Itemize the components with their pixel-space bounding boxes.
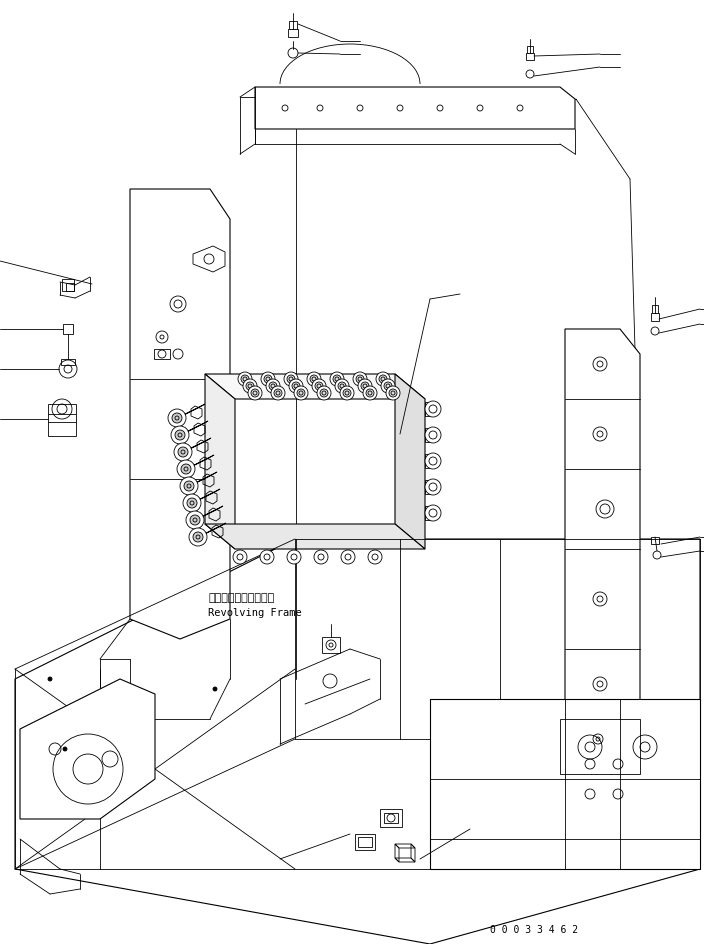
Circle shape <box>366 390 374 397</box>
Polygon shape <box>430 700 700 869</box>
Circle shape <box>248 387 262 400</box>
Circle shape <box>189 529 207 547</box>
Circle shape <box>63 748 67 751</box>
Circle shape <box>175 430 185 441</box>
Circle shape <box>174 444 192 462</box>
Circle shape <box>425 401 441 417</box>
Circle shape <box>190 515 200 526</box>
Circle shape <box>353 373 367 387</box>
Circle shape <box>178 447 188 458</box>
Circle shape <box>289 379 303 394</box>
Circle shape <box>269 382 277 391</box>
Circle shape <box>233 550 247 565</box>
Circle shape <box>287 376 295 383</box>
Polygon shape <box>130 190 230 639</box>
Circle shape <box>172 413 182 424</box>
Polygon shape <box>602 807 609 813</box>
Circle shape <box>310 376 318 383</box>
Circle shape <box>341 550 355 565</box>
Circle shape <box>243 379 257 394</box>
Polygon shape <box>565 750 640 809</box>
Circle shape <box>338 382 346 391</box>
Circle shape <box>48 677 52 682</box>
Circle shape <box>330 373 344 387</box>
Circle shape <box>333 376 341 383</box>
Circle shape <box>307 373 321 387</box>
Circle shape <box>183 495 201 513</box>
Circle shape <box>251 390 259 397</box>
Circle shape <box>246 382 254 391</box>
Circle shape <box>297 390 305 397</box>
Circle shape <box>425 453 441 469</box>
Polygon shape <box>288 30 298 38</box>
Circle shape <box>261 373 275 387</box>
Circle shape <box>356 376 364 383</box>
Text: 0 0 0 3 3 4 6 2: 0 0 0 3 3 4 6 2 <box>490 924 578 934</box>
Circle shape <box>180 478 198 496</box>
Circle shape <box>335 379 349 394</box>
Circle shape <box>389 390 397 397</box>
Circle shape <box>376 373 390 387</box>
Polygon shape <box>526 54 534 61</box>
Circle shape <box>425 505 441 521</box>
Circle shape <box>368 550 382 565</box>
Polygon shape <box>205 525 425 549</box>
Circle shape <box>213 687 217 691</box>
Circle shape <box>284 373 298 387</box>
Polygon shape <box>205 375 425 399</box>
Circle shape <box>425 428 441 444</box>
Circle shape <box>187 498 197 509</box>
Circle shape <box>274 390 282 397</box>
Circle shape <box>294 387 308 400</box>
Circle shape <box>264 376 272 383</box>
Circle shape <box>386 387 400 400</box>
Circle shape <box>315 382 323 391</box>
Circle shape <box>186 512 204 530</box>
Circle shape <box>260 550 274 565</box>
Circle shape <box>361 382 369 391</box>
Circle shape <box>171 427 189 445</box>
Circle shape <box>238 373 252 387</box>
Text: Revolving Frame: Revolving Frame <box>208 607 302 617</box>
Circle shape <box>312 379 326 394</box>
Circle shape <box>384 382 392 391</box>
Polygon shape <box>205 375 235 549</box>
Polygon shape <box>395 375 425 549</box>
Polygon shape <box>15 539 700 944</box>
Circle shape <box>314 550 328 565</box>
Polygon shape <box>651 313 659 322</box>
Polygon shape <box>651 537 659 545</box>
Polygon shape <box>289 22 297 30</box>
Circle shape <box>168 410 186 428</box>
Circle shape <box>317 387 331 400</box>
Circle shape <box>292 382 300 391</box>
Circle shape <box>241 376 249 383</box>
Circle shape <box>381 379 395 394</box>
Circle shape <box>363 387 377 400</box>
Circle shape <box>271 387 285 400</box>
Circle shape <box>287 550 301 565</box>
Circle shape <box>177 461 195 479</box>
Circle shape <box>358 379 372 394</box>
Circle shape <box>343 390 351 397</box>
Polygon shape <box>20 680 155 819</box>
Circle shape <box>379 376 387 383</box>
Polygon shape <box>527 47 533 54</box>
Circle shape <box>266 379 280 394</box>
Polygon shape <box>652 306 658 313</box>
Circle shape <box>320 390 328 397</box>
Polygon shape <box>565 329 640 765</box>
Circle shape <box>340 387 354 400</box>
Circle shape <box>184 481 194 492</box>
Text: レボルビングフレーム: レボルビングフレーム <box>208 593 275 602</box>
Circle shape <box>181 464 191 475</box>
Circle shape <box>425 480 441 496</box>
Polygon shape <box>255 88 575 130</box>
Circle shape <box>193 532 203 543</box>
